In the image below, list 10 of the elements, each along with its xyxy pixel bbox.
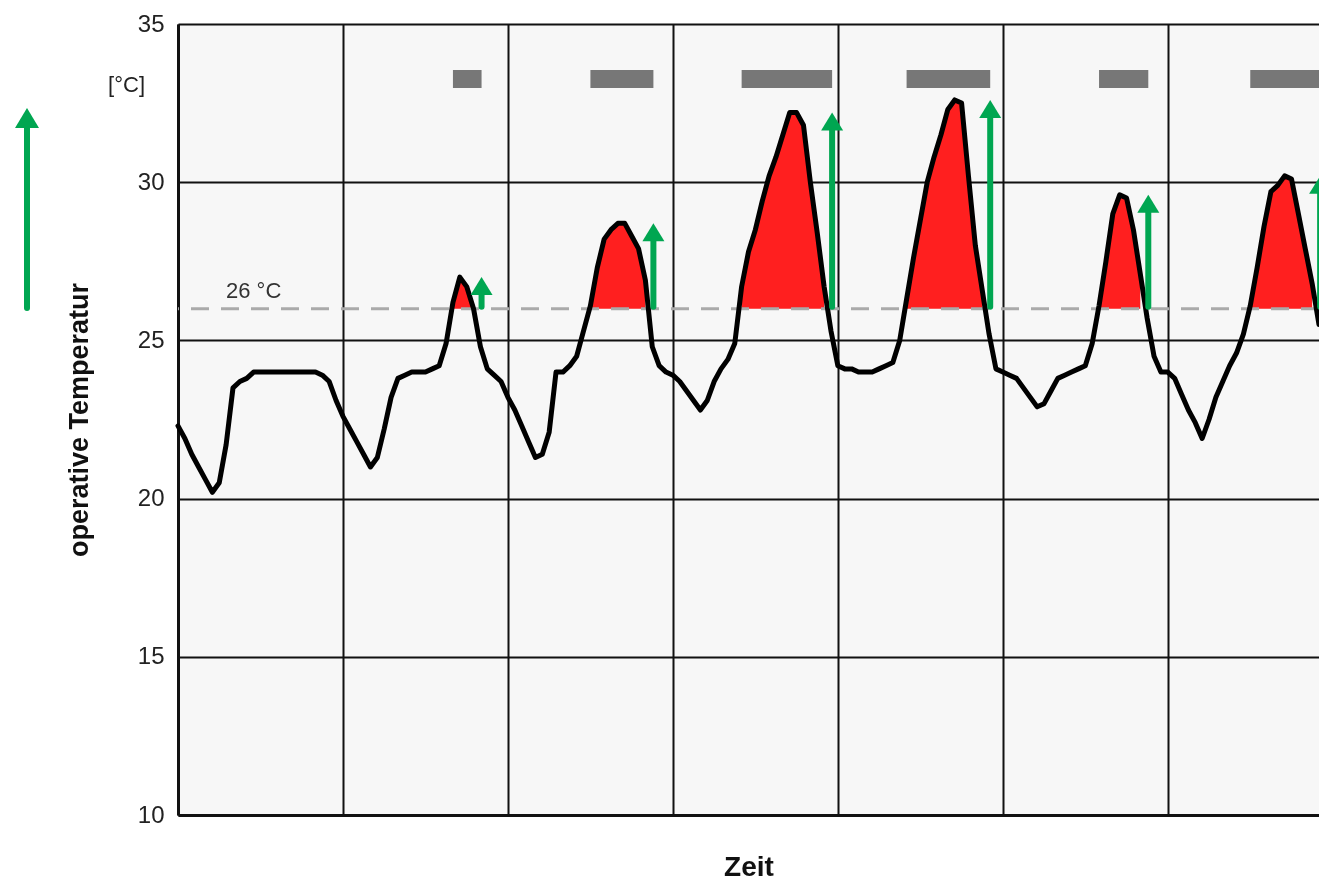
ref-line-label: 26 °C bbox=[226, 277, 282, 303]
y-axis-title: operative Temperatur bbox=[63, 282, 94, 558]
text: [°C] bbox=[108, 72, 145, 97]
y-tick-label: 35 bbox=[137, 9, 165, 37]
y-tick-label: 10 bbox=[137, 800, 165, 828]
y-tick-label: 30 bbox=[137, 167, 165, 195]
y-tick-label: 20 bbox=[137, 484, 165, 512]
y-tick-label: 25 bbox=[137, 325, 165, 353]
y-tick-label: 15 bbox=[137, 642, 165, 670]
x-axis-title: Zeit bbox=[724, 851, 774, 882]
